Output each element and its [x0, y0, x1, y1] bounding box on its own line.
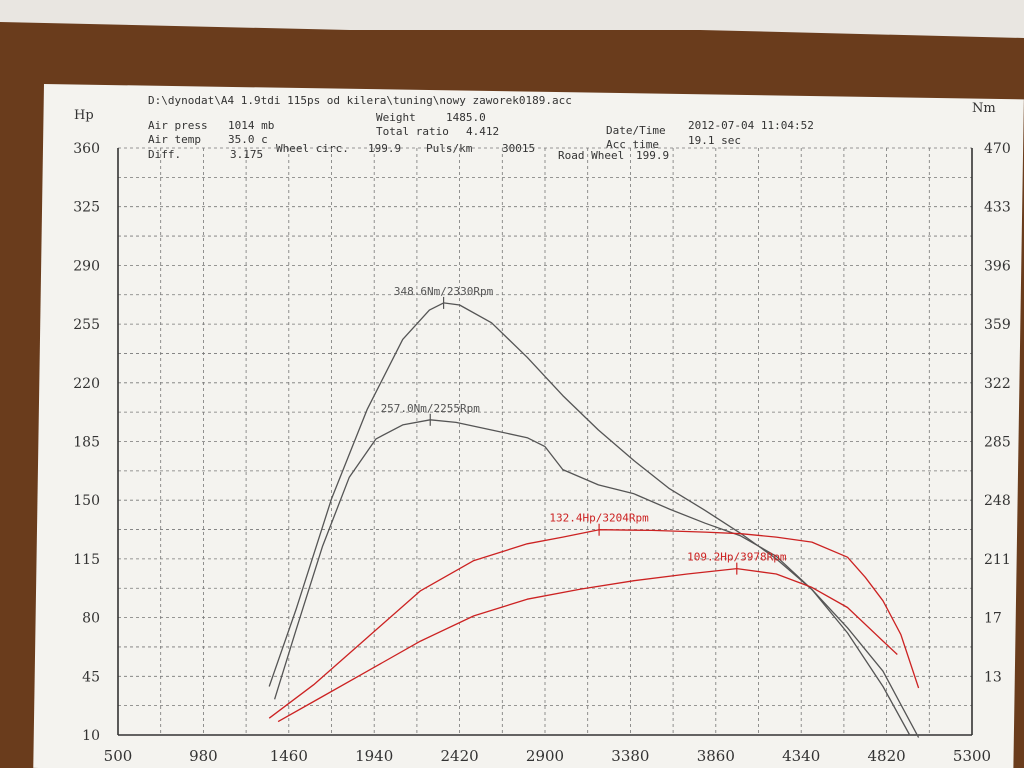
acc-time-value: 19.1 sec [688, 134, 741, 147]
weight-value: 1485.0 [446, 111, 486, 124]
y-right-tick-label: 17 [984, 611, 1002, 627]
x-tick-label: 4820 [868, 747, 906, 765]
peak-label: 257.0Nm/2255Rpm [381, 402, 481, 415]
y-left-tick-label: 255 [73, 317, 100, 333]
printout-sheet [33, 84, 1024, 768]
y-right-tick-label: 470 [984, 141, 1011, 157]
wheel-circ-label: Wheel circ. [276, 142, 349, 155]
x-tick-label: 2420 [441, 747, 479, 765]
header-info: D:\dynodat\A4 1.9tdi 115ps od kilera\tun… [148, 94, 814, 162]
series-curve-2 [273, 419, 911, 736]
right-axis-unit: Nm [972, 101, 996, 116]
road-wheel-value: 199.9 [636, 149, 669, 162]
y-right-tick-label: 13 [984, 669, 1002, 685]
x-tick-label: 3860 [697, 747, 735, 765]
x-tick-label: 1940 [355, 747, 393, 765]
peak-label: 109.2Hp/3978Rpm [687, 551, 787, 564]
x-tick-label: 2900 [526, 747, 564, 765]
chart-ticks: 500 980 1460 1940 2420 2900 3380 3860 4340 4820 53… [73, 141, 1011, 765]
air-temp-label: Air temp [148, 133, 201, 146]
air-temp-value: 35.0 c [228, 133, 268, 146]
diff-value: 3.175 [230, 148, 263, 161]
file-path: D:\dynodat\A4 1.9tdi 115ps od kilera\tun… [148, 94, 572, 107]
datetime-label: Date/Time [606, 124, 666, 137]
x-tick-label: 500 [104, 747, 133, 765]
peak-label: 132.4Hp/3204Rpm [549, 512, 649, 525]
puls-label: Puls/km [426, 142, 473, 155]
y-left-tick-label: 150 [73, 493, 100, 509]
y-left-tick-label: 80 [82, 611, 100, 627]
air-press-label: Air press [148, 119, 208, 132]
y-right-tick-label: 359 [984, 317, 1011, 333]
total-ratio-label: Total ratio [376, 125, 449, 138]
x-tick-label: 3380 [611, 747, 649, 765]
left-axis-unit: Hp [74, 108, 94, 123]
y-left-tick-label: 45 [82, 669, 100, 685]
y-left-tick-label: 10 [82, 728, 100, 744]
x-tick-label: 5300 [953, 747, 991, 765]
series-curve-3 [268, 529, 920, 719]
weight-label: Weight [376, 111, 416, 124]
y-left-tick-label: 325 [73, 200, 100, 216]
chart-curves [268, 302, 920, 738]
y-left-tick-label: 220 [73, 376, 100, 392]
y-right-tick-label: 248 [984, 493, 1011, 509]
chart-annotations: 348.6Nm/2330Rpm 257.0Nm/2255Rpm 132.4Hp/32… [381, 285, 787, 575]
y-right-tick-label: 433 [984, 200, 1011, 216]
y-left-tick-label: 115 [73, 552, 100, 568]
chart-grid [117, 147, 973, 736]
y-left-tick-label: 290 [73, 258, 100, 274]
y-right-tick-label: 211 [984, 552, 1011, 568]
y-left-tick-label: 185 [73, 435, 100, 451]
background-paper [0, 0, 1024, 38]
air-press-value: 1014 mb [228, 119, 274, 132]
x-tick-label: 1460 [270, 747, 308, 765]
total-ratio-value: 4.412 [466, 125, 499, 138]
puls-value: 30015 [502, 142, 535, 155]
y-right-tick-label: 322 [984, 376, 1011, 392]
diff-label: Diff. [148, 148, 181, 161]
road-wheel-label: Road Wheel [558, 149, 624, 162]
y-right-tick-label: 285 [984, 435, 1011, 451]
y-right-tick-label: 396 [984, 258, 1011, 274]
series-curve-1 [268, 302, 920, 738]
datetime-value: 2012-07-04 11:04:52 [688, 119, 814, 132]
x-tick-label: 4340 [782, 747, 820, 765]
y-left-tick-label: 360 [73, 141, 100, 157]
peak-label: 348.6Nm/2330Rpm [394, 285, 494, 298]
acc-time-label: Acc time [606, 138, 659, 151]
series-curve-4 [277, 567, 898, 723]
wheel-circ-value: 199.9 [368, 142, 401, 155]
x-tick-label: 980 [189, 747, 218, 765]
